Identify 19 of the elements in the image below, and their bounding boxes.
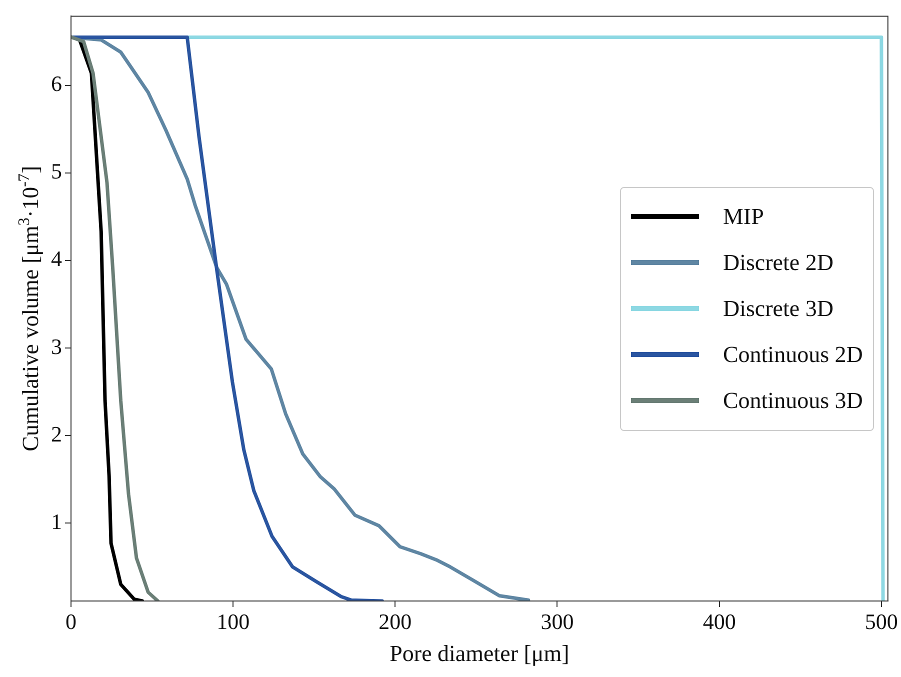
x-tick-label: 100	[216, 608, 250, 634]
legend-label: Continuous 2D	[722, 342, 863, 368]
x-tick-label: 500	[864, 608, 898, 634]
y-tick-label: 4	[51, 246, 62, 272]
y-axis-title: Cumulative volume [μm3·10-7]	[16, 166, 43, 452]
y-tick-label: 6	[51, 71, 62, 96]
x-axis-title: Pore diameter [μm]	[390, 641, 570, 666]
legend-label: Continuous 3D	[722, 388, 863, 414]
y-tick-label: 3	[51, 334, 62, 359]
y-tick-label: 5	[51, 158, 62, 184]
x-tick-label: 400	[702, 608, 736, 634]
legend-label: MIP	[722, 204, 764, 230]
y-tick-label: 2	[51, 421, 62, 446]
legend-label: Discrete 2D	[722, 250, 834, 276]
legend-label: Discrete 3D	[722, 296, 834, 322]
x-tick-label: 0	[66, 608, 76, 634]
y-tick-label: 1	[51, 508, 62, 534]
x-tick-label: 200	[378, 608, 412, 634]
x-tick-label: 300	[540, 608, 574, 634]
